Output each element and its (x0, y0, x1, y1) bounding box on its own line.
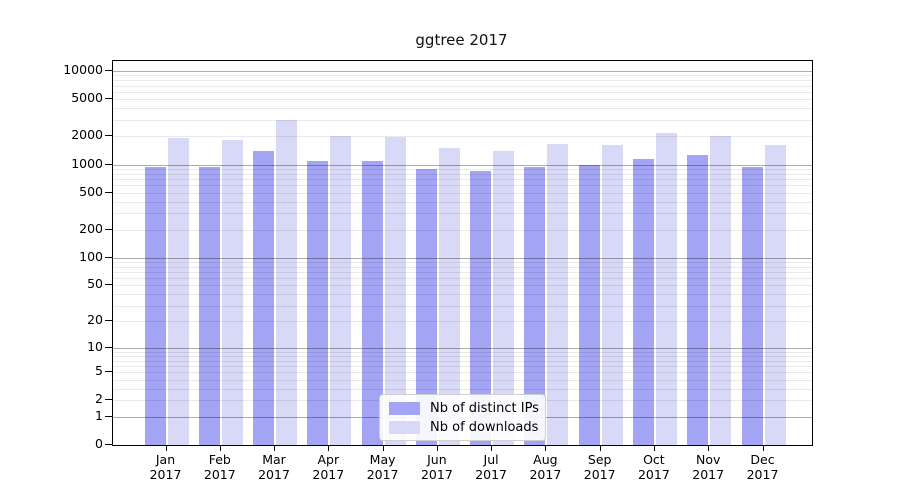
y-axis-tick-10000 (105, 70, 112, 71)
bar-ips-jan (144, 166, 166, 445)
legend-swatch-distinct-ips-icon (389, 401, 420, 415)
gridline-8000 (113, 80, 812, 82)
y-tick-label-2: 2 (95, 391, 103, 407)
y-axis-tick-2000 (105, 135, 112, 137)
legend-swatch-downloads-icon (389, 420, 420, 434)
bar-downloads-dec (764, 145, 786, 445)
x-axis-tick-jul (491, 445, 493, 451)
bar-downloads-aug (547, 144, 569, 445)
y-axis-tick-0 (105, 444, 112, 445)
y-tick-label-1: 1 (95, 407, 103, 423)
gridline-9000 (113, 75, 812, 77)
x-axis-tick-aug (545, 445, 547, 451)
x-axis-tick-apr (328, 445, 330, 451)
bar-ips-apr (307, 160, 329, 445)
y-tick-label-10000: 10000 (63, 62, 103, 77)
x-axis-tick-feb (219, 445, 221, 451)
x-axis-tick-oct (653, 445, 655, 451)
y-axis-tick-200 (105, 228, 112, 230)
x-tick-label-aug: Aug 2017 (529, 452, 562, 482)
bar-ips-jul (470, 171, 492, 445)
y-axis-tick-5 (105, 371, 112, 373)
bar-ips-mar (253, 150, 274, 445)
y-axis-tick-1000 (105, 163, 112, 165)
x-axis-tick-dec (762, 445, 764, 451)
gridline-2000 (113, 136, 812, 138)
y-tick-label-5000: 5000 (71, 90, 103, 106)
x-tick-label-feb: Feb 2017 (203, 452, 236, 482)
x-tick-label-may: May 2017 (366, 452, 399, 482)
x-tick-label-sep: Sep 2017 (583, 452, 616, 482)
plot-area: Nb of distinct IPs Nb of downloads (112, 60, 813, 446)
gridline-4000 (113, 108, 812, 110)
bar-downloads-mar (276, 119, 297, 445)
bar-ips-may (361, 160, 383, 445)
y-tick-label-1000: 1000 (71, 155, 103, 171)
bar-downloads-jul (493, 150, 515, 445)
x-tick-label-apr: Apr 2017 (312, 452, 345, 482)
gridline-7000 (113, 85, 812, 87)
y-axis-tick-2 (105, 399, 112, 401)
x-tick-label-nov: Nov 2017 (692, 452, 725, 482)
bar-downloads-may (384, 137, 406, 445)
bar-ips-sep (578, 164, 600, 445)
bar-downloads-jun (438, 148, 460, 445)
x-axis-tick-sep (599, 445, 601, 451)
y-tick-label-2000: 2000 (71, 127, 103, 143)
y-axis-tick-50 (105, 284, 112, 286)
x-axis-tick-jan (165, 445, 167, 451)
x-tick-label-jul: Jul 2017 (475, 452, 507, 482)
legend-label-downloads: Nb of downloads (430, 419, 539, 435)
x-axis-tick-jun (436, 445, 438, 451)
y-tick-label-5: 5 (95, 363, 103, 379)
bar-downloads-apr (330, 136, 352, 445)
y-axis-tick-5000 (105, 98, 112, 100)
bar-ips-dec (741, 166, 763, 445)
legend-row-distinct-ips: Nb of distinct IPs (389, 400, 539, 416)
bar-ips-nov (687, 155, 709, 445)
legend-row-downloads: Nb of downloads (389, 419, 539, 435)
x-axis-tick-mar (274, 445, 275, 451)
x-tick-label-oct: Oct 2017 (637, 452, 670, 482)
bar-downloads-sep (601, 145, 623, 445)
x-tick-label-jun: Jun 2017 (420, 452, 453, 482)
y-tick-label-0: 0 (95, 436, 103, 451)
y-axis-tick-500 (105, 191, 112, 193)
x-tick-label-dec: Dec 2017 (746, 452, 779, 482)
y-axis-tick-20 (105, 320, 112, 322)
x-tick-label-mar: Mar 2017 (258, 452, 290, 482)
y-tick-label-100: 100 (79, 248, 103, 264)
y-tick-label-10: 10 (87, 338, 103, 354)
y-tick-label-200: 200 (79, 220, 103, 236)
bar-downloads-oct (655, 133, 677, 445)
x-axis-tick-nov (708, 445, 710, 451)
bar-downloads-jan (167, 138, 189, 445)
bar-ips-feb (198, 166, 220, 445)
y-axis-tick-100 (105, 256, 112, 258)
x-axis-tick-may (382, 445, 384, 451)
chart-title: ggtree 2017 (415, 31, 508, 49)
bar-downloads-feb (221, 139, 243, 445)
y-tick-label-20: 20 (87, 312, 103, 328)
gridline-3000 (113, 119, 812, 121)
bar-ips-aug (524, 166, 546, 445)
y-tick-label-500: 500 (79, 183, 103, 199)
y-axis-tick-10 (105, 346, 112, 348)
y-axis-tick-1 (105, 415, 112, 417)
x-tick-label-jan: Jan 2017 (149, 452, 182, 482)
y-tick-label-50: 50 (87, 276, 103, 292)
gridline-10000 (113, 71, 812, 72)
bar-ips-oct (632, 158, 654, 445)
bar-downloads-nov (710, 136, 732, 445)
legend-label-distinct-ips: Nb of distinct IPs (430, 400, 539, 416)
bar-ips-jun (415, 168, 437, 445)
legend: Nb of distinct IPs Nb of downloads (379, 394, 546, 441)
gridline-5000 (113, 99, 812, 101)
gridline-6000 (113, 91, 812, 93)
